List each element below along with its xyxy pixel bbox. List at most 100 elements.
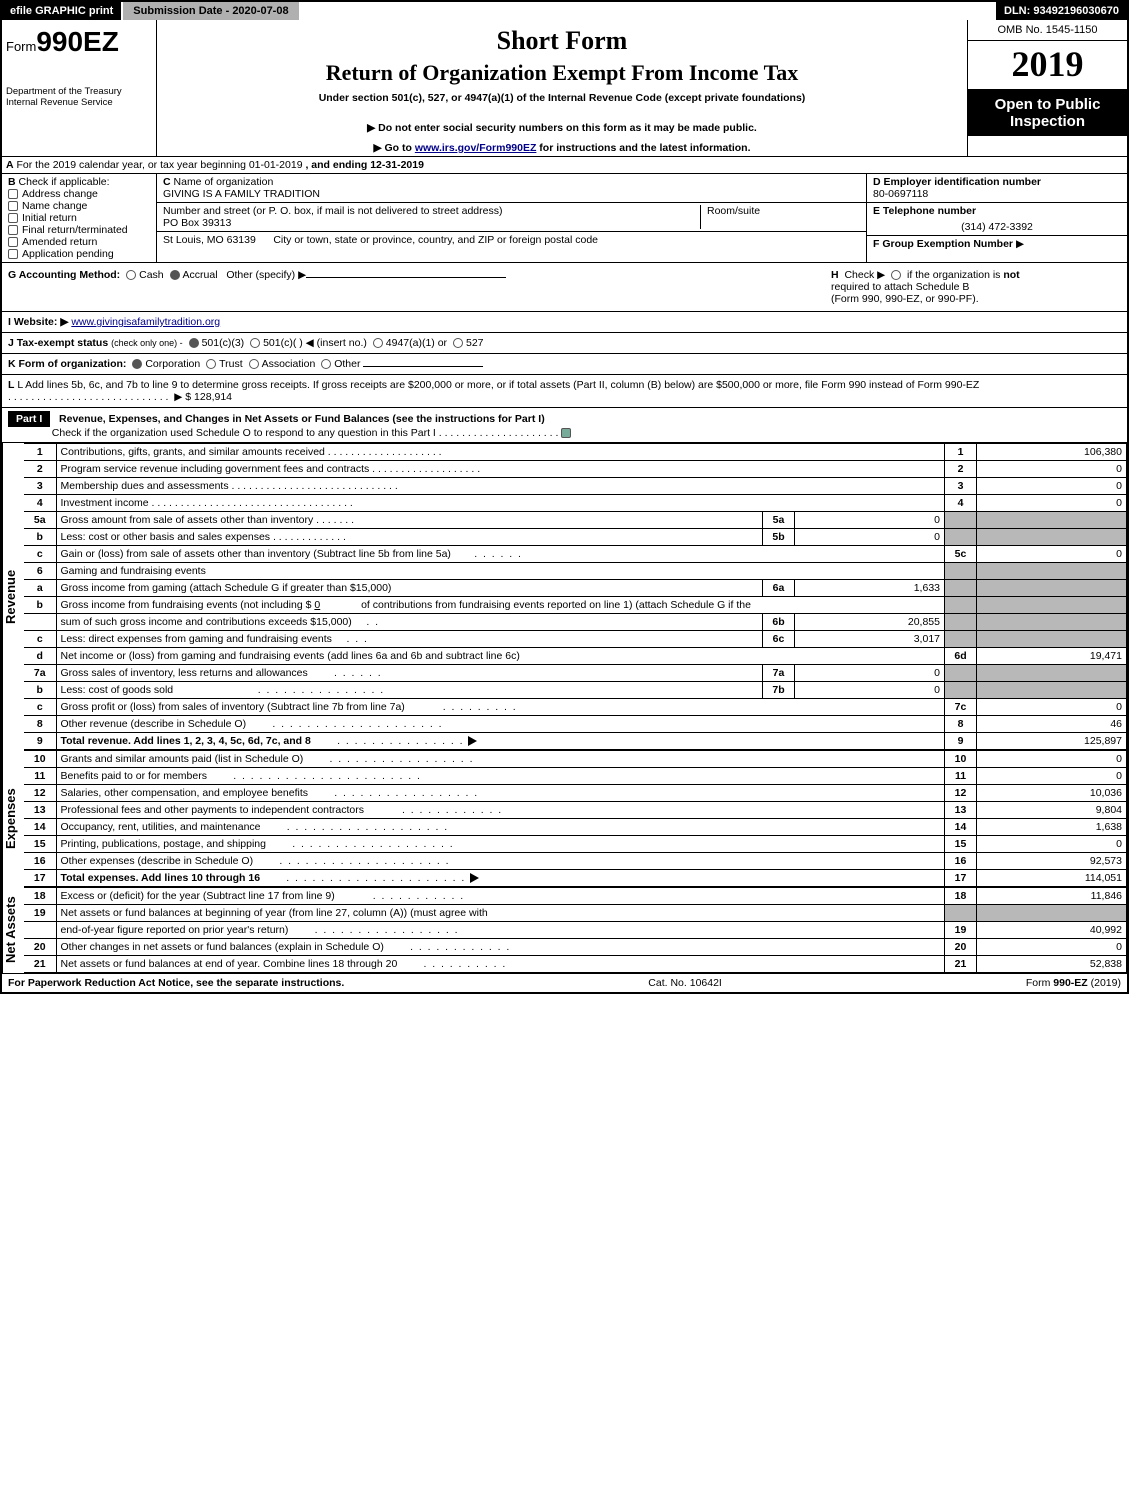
h-check: Check ▶ [844,269,885,281]
l3-desc: Membership dues and assessments [61,480,229,492]
line-7b: bLess: cost of goods sold . . . . . . . … [24,682,1127,699]
open-line2: Inspection [972,113,1123,130]
l11-val: 0 [977,768,1127,785]
row-i: I Website: ▶ www.givingisafamilytraditio… [2,312,1127,333]
l18-val: 11,846 [977,888,1127,905]
goto-link[interactable]: www.irs.gov/Form990EZ [415,142,537,154]
address-label: Number and street (or P. O. box, if mail… [163,205,502,217]
l15-val: 0 [977,836,1127,853]
other-label: Other (specify) ▶ [226,269,306,281]
part1-title: Revenue, Expenses, and Changes in Net As… [59,413,545,425]
do-not-enter-text: ▶ Do not enter social security numbers o… [165,122,959,134]
l6c-desc: Less: direct expenses from gaming and fu… [61,633,332,645]
other-org-line[interactable] [363,366,483,367]
line-2: 2Program service revenue including gover… [24,461,1127,478]
line-11: 11Benefits paid to or for members . . . … [24,768,1127,785]
l9-val: 125,897 [977,733,1127,750]
block-b: B Check if applicable: Address change Na… [2,174,157,262]
header-middle: Short Form Return of Organization Exempt… [157,20,967,156]
k-label: K Form of organization: [8,358,126,370]
row-h: H Check ▶ if the organization is not req… [831,269,1121,305]
org-name-section: C Name of organization GIVING IS A FAMIL… [157,174,866,202]
part1-label: Part I [8,411,50,427]
part1-sub: Check if the organization used Schedule … [52,427,436,439]
arrow-icon [470,873,479,883]
checkbox-schedule-o[interactable] [561,428,571,438]
line-19b: end-of-year figure reported on prior yea… [24,922,1127,939]
group-exemption-cell: F Group Exemption Number ▶ [867,236,1127,252]
radio-accrual[interactable] [170,270,180,280]
label-a: A [6,159,14,171]
form-page: efile GRAPHIC print Submission Date - 20… [0,0,1129,994]
row-a-text1: For the 2019 calendar year, or tax year … [17,159,303,171]
l7c-val: 0 [977,699,1127,716]
h-label: H [831,269,839,281]
opt-initial-return: Initial return [22,212,77,224]
l5b-desc: Less: cost or other basis and sales expe… [61,531,271,543]
radio-trust[interactable] [206,359,216,369]
radio-association[interactable] [249,359,259,369]
l11-desc: Benefits paid to or for members [61,770,207,782]
other-specify-line[interactable] [306,277,506,278]
footer-right: Form 990-EZ (2019) [1026,977,1121,989]
revenue-table: 1Contributions, gifts, grants, and simil… [24,443,1127,750]
l13-desc: Professional fees and other payments to … [61,804,365,816]
line-17: 17Total expenses. Add lines 10 through 1… [24,870,1127,887]
line-7a: 7aGross sales of inventory, less returns… [24,665,1127,682]
l6c-val: 3,017 [795,631,945,648]
radio-527[interactable] [453,338,463,348]
accrual-label: Accrual [183,269,218,281]
row-a-text2: , and ending 12-31-2019 [305,159,423,171]
l8-val: 46 [977,716,1127,733]
line-21: 21Net assets or fund balances at end of … [24,956,1127,973]
line-9: 9Total revenue. Add lines 1, 2, 3, 4, 5c… [24,733,1127,750]
radio-501c3[interactable] [189,338,199,348]
line-3: 3Membership dues and assessments . . . .… [24,478,1127,495]
h-txt2: if the organization is [907,269,1003,281]
radio-4947[interactable] [373,338,383,348]
l19-val: 40,992 [977,922,1127,939]
l6d-desc: Net income or (loss) from gaming and fun… [56,648,945,665]
efile-print-button[interactable]: efile GRAPHIC print [2,2,123,20]
ein-value: 80-0697118 [873,188,928,200]
group-exemption-label: F Group Exemption Number [873,238,1013,250]
l6b-u: 0 [314,599,320,611]
line-15: 15Printing, publications, postage, and s… [24,836,1127,853]
checkbox-amended-return[interactable] [8,237,18,247]
checkbox-final-return[interactable] [8,225,18,235]
opt-name-change: Name change [22,200,87,212]
under-section-text: Under section 501(c), 527, or 4947(a)(1)… [165,92,959,104]
checkbox-h[interactable] [891,270,901,280]
l9-desc: Total revenue. Add lines 1, 2, 3, 4, 5c,… [61,735,311,747]
line-20: 20Other changes in net assets or fund ba… [24,939,1127,956]
checkbox-name-change[interactable] [8,201,18,211]
row-j: J Tax-exempt status (check only one) - 5… [2,333,1127,354]
radio-other-org[interactable] [321,359,331,369]
line-5a: 5aGross amount from sale of assets other… [24,512,1127,529]
radio-corporation[interactable] [132,359,142,369]
omb-number: OMB No. 1545-1150 [968,20,1127,41]
opt-application-pending: Application pending [22,248,114,260]
l6d-val: 19,471 [977,648,1127,665]
goto-post: for instructions and the latest informat… [536,142,750,154]
l20-desc: Other changes in net assets or fund bala… [61,941,384,953]
j-sub: (check only one) - [111,338,183,348]
checkbox-address-change[interactable] [8,189,18,199]
header-right: OMB No. 1545-1150 2019 Open to Public In… [967,20,1127,156]
checkbox-initial-return[interactable] [8,213,18,223]
row-l: L L Add lines 5b, 6c, and 7b to line 9 t… [2,375,1127,407]
l17-val: 114,051 [977,870,1127,887]
line-6: 6Gaming and fundraising events [24,563,1127,580]
l4-desc: Investment income [61,497,149,509]
radio-cash[interactable] [126,270,136,280]
l5a-desc: Gross amount from sale of assets other t… [61,514,314,526]
checkbox-application-pending[interactable] [8,249,18,259]
address-left: Number and street (or P. O. box, if mail… [163,205,700,229]
label-b: B [8,176,16,188]
website-link[interactable]: www.givingisafamilytradition.org [71,316,220,328]
l16-desc: Other expenses (describe in Schedule O) [61,855,254,867]
k-o4: Other [334,358,360,370]
radio-501c[interactable] [250,338,260,348]
l6-desc: Gaming and fundraising events [56,563,945,580]
j-o1: 501(c)(3) [202,337,245,349]
